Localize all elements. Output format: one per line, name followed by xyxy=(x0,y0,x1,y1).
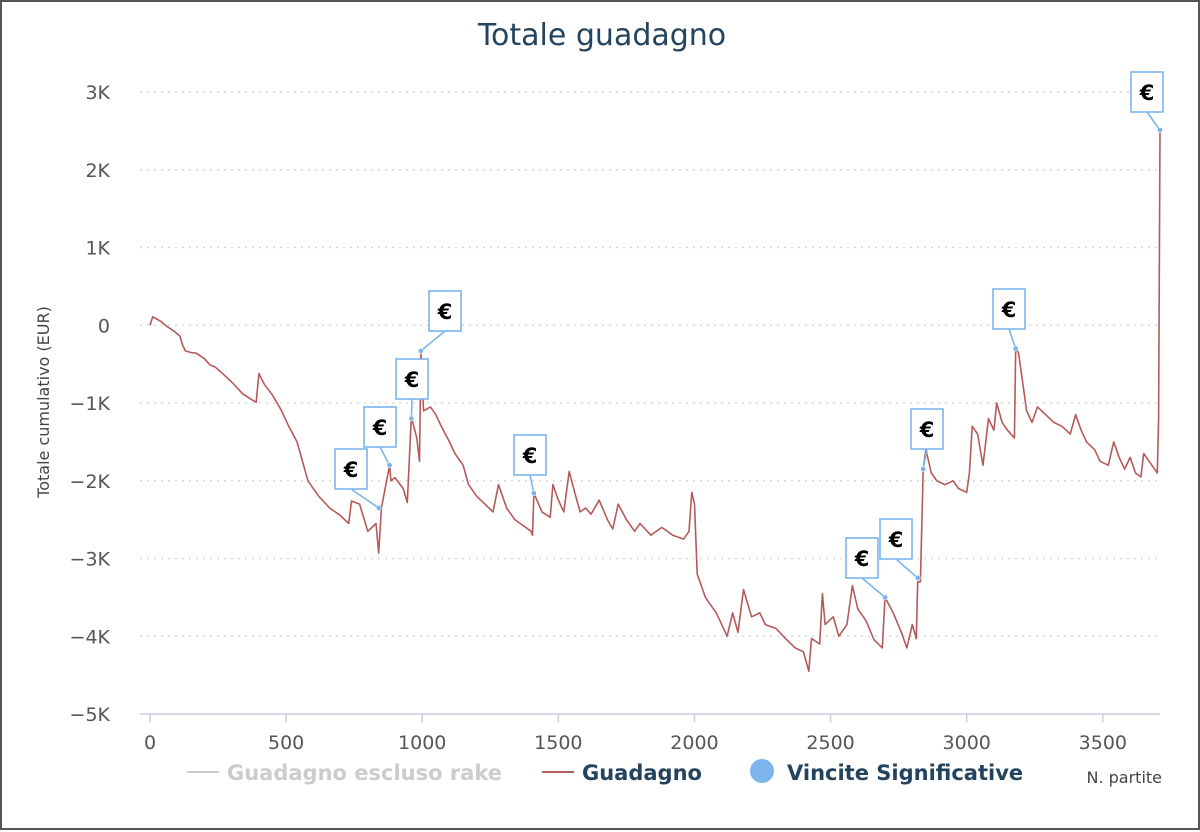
vincita-flag[interactable]: € xyxy=(992,288,1026,352)
y-tick-label: 2K xyxy=(85,160,110,182)
x-tick-label: 2000 xyxy=(670,732,718,754)
flag-box xyxy=(334,448,368,490)
vincita-point xyxy=(1157,127,1163,133)
y-tick-label: −2K xyxy=(70,471,111,493)
legend-label: Guadagno xyxy=(582,761,702,785)
flag-box xyxy=(513,434,547,476)
flag-connector xyxy=(1008,328,1017,349)
x-tick-label: 1000 xyxy=(398,732,446,754)
vincita-point xyxy=(531,490,537,497)
y-tick-label: 0 xyxy=(98,315,110,337)
flag-label: € xyxy=(919,418,935,442)
vincita-point xyxy=(386,462,393,469)
flag-box xyxy=(363,406,397,448)
vincita-flag[interactable]: € xyxy=(910,408,944,472)
legend-dot-symbol xyxy=(750,759,774,783)
vincita-point xyxy=(920,466,927,472)
flag-box xyxy=(845,537,879,579)
x-tick-label: 3500 xyxy=(1079,732,1127,754)
y-tick-label: −4K xyxy=(70,626,111,648)
x-tick-label: 1500 xyxy=(534,732,582,754)
flag-label: € xyxy=(854,547,870,571)
grid-lines xyxy=(140,91,1160,637)
flag-label: € xyxy=(437,300,453,324)
flag-label: € xyxy=(372,416,388,440)
legend-item[interactable]: Guadagno escluso rake xyxy=(187,761,502,785)
x-axis-label: N. partite xyxy=(1086,768,1162,787)
flag-label: € xyxy=(522,444,538,468)
flag-connector xyxy=(379,446,391,466)
vincita-flag[interactable]: € xyxy=(334,448,382,511)
flag-box xyxy=(879,518,913,560)
flag-box xyxy=(910,408,944,450)
flag-label: € xyxy=(1001,298,1017,322)
flag-box xyxy=(1130,71,1164,113)
flag-label: € xyxy=(404,368,420,392)
legend-item[interactable]: Guadagno xyxy=(542,761,702,785)
legend-label: Guadagno escluso rake xyxy=(227,761,502,785)
flag-connector xyxy=(895,558,919,579)
legend-label: Vincite Significative xyxy=(787,761,1023,785)
vincita-flag[interactable]: € xyxy=(513,434,547,497)
vincita-point xyxy=(914,575,921,581)
y-tick-label: −3K xyxy=(70,549,111,571)
y-axis-ticks: 3K 2K 1K 0 −1K −2K −3K −4K −5K xyxy=(70,82,111,726)
x-tick-label: 3000 xyxy=(943,732,991,754)
flag-label: € xyxy=(343,458,359,482)
flag-label: € xyxy=(888,528,904,552)
flag-connector xyxy=(410,398,413,419)
vincita-flag[interactable]: € xyxy=(418,290,462,354)
vincita-flag[interactable]: € xyxy=(363,406,397,469)
x-tick-label: 2500 xyxy=(806,732,854,754)
flag-box xyxy=(395,358,429,400)
flag-label: € xyxy=(1139,81,1155,105)
y-tick-label: −5K xyxy=(70,704,111,726)
flag-connector xyxy=(1146,111,1161,131)
flag-connector xyxy=(922,448,928,470)
series-line-guadagno xyxy=(149,130,1161,672)
x-tick-label: 500 xyxy=(268,732,304,754)
vincita-flag[interactable]: € xyxy=(879,518,921,581)
y-tick-label: −1K xyxy=(70,393,111,415)
vincita-point xyxy=(375,505,382,511)
x-tick-label: 0 xyxy=(144,732,156,754)
legend[interactable]: Guadagno escluso rake Guadagno Vincite Sig… xyxy=(187,759,1023,785)
vincita-flag[interactable]: € xyxy=(845,537,888,601)
flag-connector xyxy=(861,577,886,598)
vincita-point xyxy=(408,415,415,422)
legend-item[interactable]: Vincite Significative xyxy=(750,759,1023,785)
flag-connector xyxy=(350,488,380,509)
vincita-flag[interactable]: € xyxy=(395,358,429,422)
flag-connector xyxy=(420,330,446,352)
vincita-flag[interactable]: € xyxy=(1130,71,1164,133)
vincita-point xyxy=(1012,345,1019,352)
vincita-point xyxy=(418,348,424,354)
x-axis-ticks: 0 500 1000 1500 2000 2500 3000 3500 xyxy=(144,714,1127,754)
flag-connector xyxy=(529,474,535,494)
vincita-point xyxy=(882,594,888,601)
y-axis-label: Totale cumulativo (EUR) xyxy=(34,306,53,499)
y-tick-label: 3K xyxy=(85,82,110,104)
flag-box xyxy=(992,288,1026,330)
series-layer xyxy=(149,130,1161,672)
flag-box xyxy=(428,290,462,332)
y-tick-label: 1K xyxy=(85,238,110,260)
flags-layer: € € € € € € € € € € xyxy=(334,71,1164,601)
chart-title: Totale guadagno xyxy=(477,18,726,53)
